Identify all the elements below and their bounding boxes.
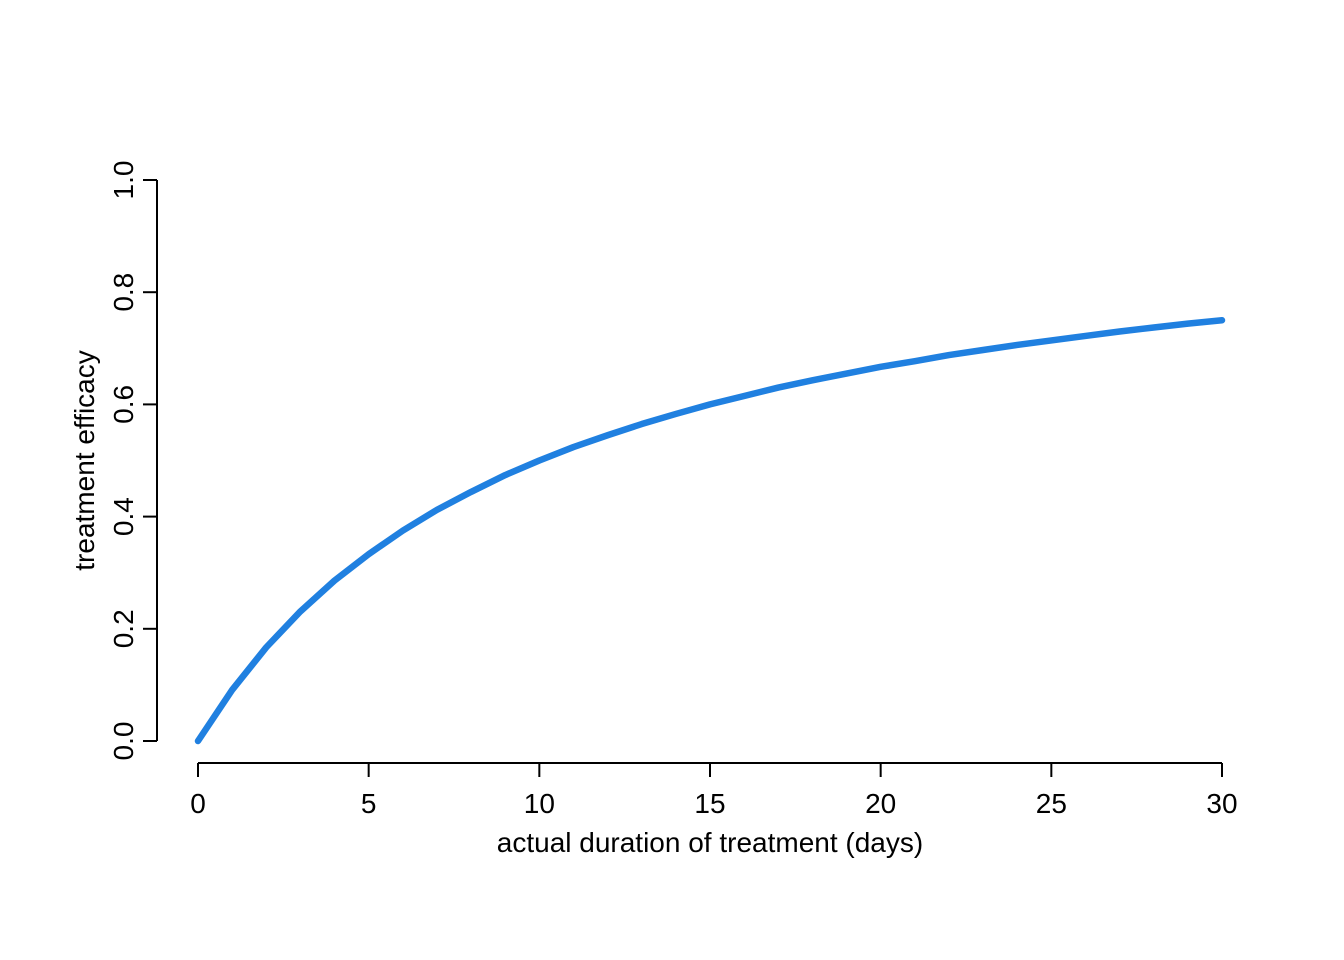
x-tick-label: 30 <box>1206 788 1237 819</box>
x-tick-label: 0 <box>190 788 206 819</box>
efficacy-curve <box>194 317 1226 745</box>
x-tick-label: 15 <box>694 788 725 819</box>
y-tick-label: 0.4 <box>108 497 139 536</box>
y-axis-title: treatment efficacy <box>69 350 100 570</box>
y-tick-label: 0.2 <box>108 609 139 648</box>
x-tick-label: 5 <box>361 788 377 819</box>
x-tick-label: 20 <box>865 788 896 819</box>
x-axis-title: actual duration of treatment (days) <box>497 827 923 858</box>
y-tick-label: 0.0 <box>108 722 139 761</box>
y-tick-label: 0.8 <box>108 273 139 312</box>
series-layer <box>194 317 1226 745</box>
y-tick-label: 1.0 <box>108 161 139 200</box>
x-axis: 0 5 10 15 20 25 30 <box>190 762 1238 819</box>
y-axis: 0.0 0.2 0.4 0.6 0.8 1.0 <box>108 161 158 761</box>
y-tick-label: 0.6 <box>108 385 139 424</box>
x-tick-label: 25 <box>1036 788 1067 819</box>
x-tick-label: 10 <box>524 788 555 819</box>
